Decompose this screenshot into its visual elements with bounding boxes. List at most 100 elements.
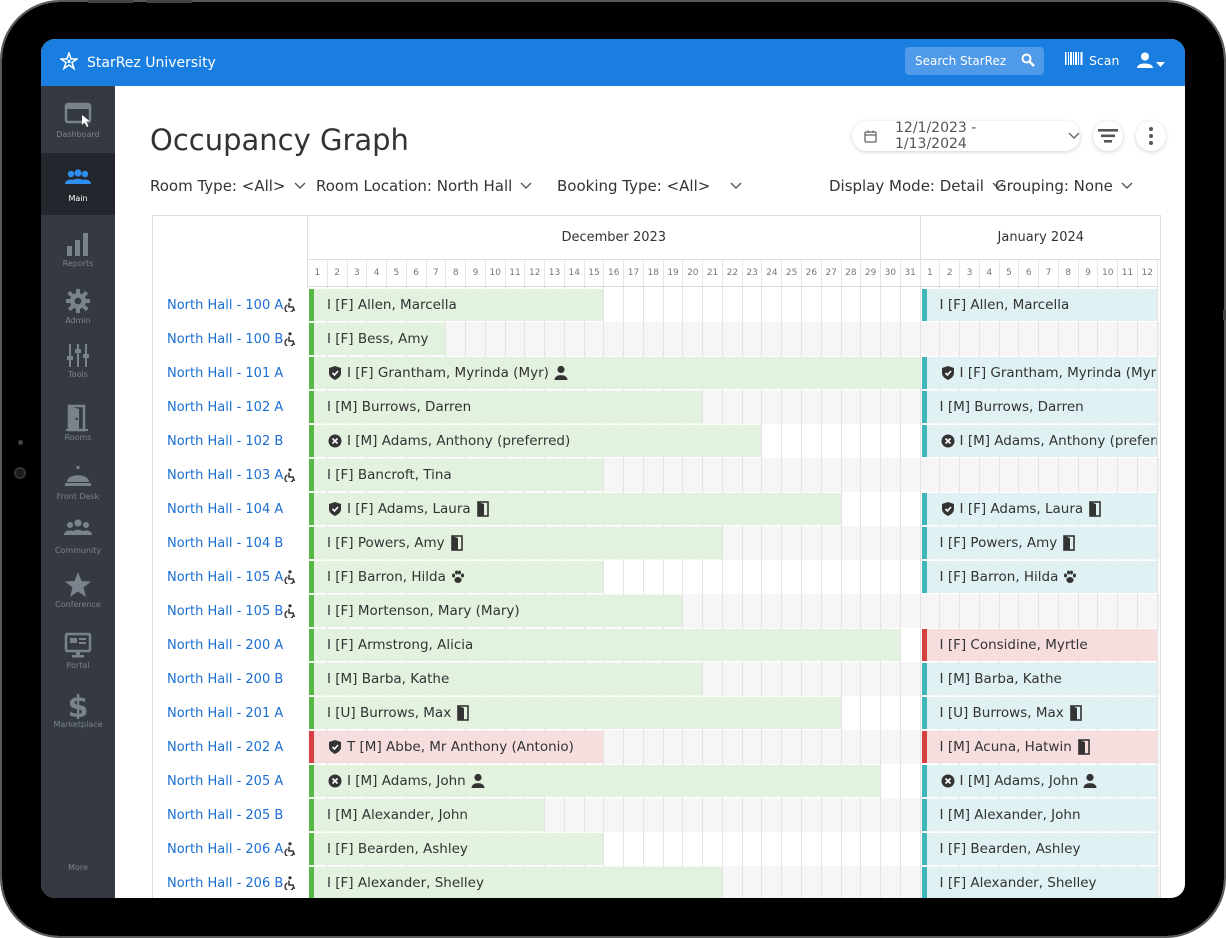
booking-bar[interactable]: I [F] Allen, Marcella: [921, 289, 1157, 321]
booking-bar[interactable]: I [M] Adams, John: [309, 765, 881, 797]
room-label[interactable]: North Hall - 205 B: [153, 798, 308, 832]
booking-bar[interactable]: I [F] Bancroft, Tina: [309, 459, 604, 491]
booking-content: I [F] Considine, Myrtle: [940, 637, 1088, 653]
booking-status-edge: [921, 391, 927, 423]
booking-bar[interactable]: I [F] Grantham, Myrinda (Myr): [921, 357, 1157, 389]
room-label[interactable]: North Hall - 101 A: [153, 356, 308, 390]
room-label[interactable]: North Hall - 100 A: [153, 288, 308, 322]
booking-bar[interactable]: I [F] Adams, Laura: [921, 493, 1157, 525]
date-range-picker[interactable]: 12/1/2023 - 1/13/2024: [852, 120, 1080, 152]
nav-rooms[interactable]: Rooms: [41, 389, 115, 451]
booking-bar[interactable]: I [F] Mortenson, Mary (Mary): [309, 595, 683, 627]
room-name[interactable]: North Hall - 201 A: [167, 705, 284, 721]
room-type-filter[interactable]: Room Type: <All>: [150, 177, 306, 195]
booking-bar[interactable]: I [U] Burrows, Max: [921, 697, 1157, 729]
nav-admin[interactable]: Admin: [41, 272, 115, 334]
room-name[interactable]: North Hall - 101 A: [167, 365, 284, 381]
room-label[interactable]: North Hall - 206 B: [153, 866, 308, 898]
booking-bar[interactable]: I [F] Allen, Marcella: [309, 289, 604, 321]
room-label[interactable]: North Hall - 202 A: [153, 730, 308, 764]
booking-bar[interactable]: I [M] Barba, Kathe: [309, 663, 703, 695]
booking-bar[interactable]: I [F] Considine, Myrtle: [921, 629, 1157, 661]
room-name[interactable]: North Hall - 206 B: [167, 875, 284, 891]
room-name[interactable]: North Hall - 100 B: [167, 331, 284, 347]
brand-logo[interactable]: StarRez University: [58, 50, 216, 74]
booking-label: I [M] Barba, Kathe: [327, 671, 450, 687]
booking-bar[interactable]: I [F] Barron, Hilda: [309, 561, 604, 593]
room-name[interactable]: North Hall - 102 B: [167, 433, 284, 449]
room-label[interactable]: North Hall - 104 B: [153, 526, 308, 560]
room-name[interactable]: North Hall - 102 A: [167, 399, 284, 415]
nav-portal[interactable]: Portal: [41, 617, 115, 679]
room-label[interactable]: North Hall - 200 B: [153, 662, 308, 696]
booking-bar[interactable]: I [U] Burrows, Max: [309, 697, 841, 729]
room-label[interactable]: North Hall - 104 A: [153, 492, 308, 526]
room-name[interactable]: North Hall - 205 B: [167, 807, 284, 823]
filter-button[interactable]: [1093, 121, 1123, 151]
booking-bar[interactable]: I [M] Alexander, John: [309, 799, 545, 831]
room-name[interactable]: North Hall - 100 A: [167, 297, 284, 313]
nav-reports[interactable]: Reports: [41, 215, 115, 277]
booking-bar[interactable]: I [F] Armstrong, Alicia: [309, 629, 900, 661]
booking-bar[interactable]: I [M] Adams, Anthony (preferre: [921, 425, 1157, 457]
room-label[interactable]: North Hall - 205 A: [153, 764, 308, 798]
nav-front-desk[interactable]: Front Desk: [41, 448, 115, 510]
more-menu[interactable]: More: [68, 863, 88, 872]
room-location-filter[interactable]: Room Location: North Hall: [316, 177, 532, 195]
grouping-filter[interactable]: Grouping: None: [995, 177, 1133, 195]
room-name[interactable]: North Hall - 202 A: [167, 739, 284, 755]
booking-bar[interactable]: I [F] Bearden, Ashley: [921, 833, 1157, 865]
room-label[interactable]: North Hall - 105 B: [153, 594, 308, 628]
room-name[interactable]: North Hall - 200 B: [167, 671, 284, 687]
booking-bar[interactable]: I [F] Bess, Amy: [309, 323, 446, 355]
booking-bar[interactable]: I [M] Acuna, Hatwin: [921, 731, 1157, 763]
room-label[interactable]: North Hall - 102 B: [153, 424, 308, 458]
booking-bar[interactable]: I [F] Alexander, Shelley: [309, 867, 722, 898]
booking-bar[interactable]: I [M] Barba, Kathe: [921, 663, 1157, 695]
booking-bar[interactable]: I [F] Alexander, Shelley: [921, 867, 1157, 898]
booking-bar[interactable]: I [M] Alexander, John: [921, 799, 1157, 831]
booking-label: I [F] Armstrong, Alicia: [327, 637, 474, 653]
nav-tools[interactable]: Tools: [41, 326, 115, 388]
booking-bar[interactable]: I [F] Grantham, Myrinda (Myr): [309, 357, 920, 389]
booking-bar[interactable]: I [F] Powers, Amy: [921, 527, 1157, 559]
shield-check-icon: [328, 501, 342, 517]
booking-bar[interactable]: I [F] Adams, Laura: [309, 493, 841, 525]
room-name[interactable]: North Hall - 104 A: [167, 501, 284, 517]
booking-bar[interactable]: I [M] Adams, John: [921, 765, 1157, 797]
more-options-button[interactable]: [1136, 121, 1166, 151]
room-name[interactable]: North Hall - 103 A: [167, 467, 284, 483]
room-name[interactable]: North Hall - 105 A: [167, 569, 284, 585]
room-label[interactable]: North Hall - 105 A: [153, 560, 308, 594]
booking-status-edge: [921, 799, 927, 831]
room-name[interactable]: North Hall - 104 B: [167, 535, 284, 551]
scan-button[interactable]: Scan: [1065, 52, 1119, 68]
room-name[interactable]: North Hall - 200 A: [167, 637, 284, 653]
booking-bar[interactable]: I [F] Powers, Amy: [309, 527, 722, 559]
room-label[interactable]: North Hall - 100 B: [153, 322, 308, 356]
booking-bar[interactable]: I [F] Barron, Hilda: [921, 561, 1157, 593]
display-mode-filter[interactable]: Display Mode: Detail: [829, 177, 1004, 195]
room-label[interactable]: North Hall - 200 A: [153, 628, 308, 662]
nav-main[interactable]: Main: [41, 153, 115, 215]
booking-type-filter[interactable]: Booking Type: <All>: [557, 177, 742, 195]
booking-bar[interactable]: I [M] Adams, Anthony (preferred): [309, 425, 762, 457]
booking-bar[interactable]: I [M] Burrows, Darren: [309, 391, 703, 423]
nav-community[interactable]: Community: [41, 502, 115, 564]
nav-conference[interactable]: Conference: [41, 556, 115, 618]
booking-content: I [F] Powers, Amy: [327, 535, 464, 551]
nav-marketplace[interactable]: $ Marketplace: [41, 676, 115, 738]
booking-bar[interactable]: I [M] Burrows, Darren: [921, 391, 1157, 423]
booking-bar[interactable]: T [M] Abbe, Mr Anthony (Antonio): [309, 731, 604, 763]
search-button[interactable]: Search StarRez: [905, 47, 1044, 75]
user-menu[interactable]: [1137, 52, 1165, 72]
room-label[interactable]: North Hall - 201 A: [153, 696, 308, 730]
room-name[interactable]: North Hall - 205 A: [167, 773, 284, 789]
room-name[interactable]: North Hall - 206 A: [167, 841, 284, 857]
room-label[interactable]: North Hall - 102 A: [153, 390, 308, 424]
room-label[interactable]: North Hall - 103 A: [153, 458, 308, 492]
room-label[interactable]: North Hall - 206 A: [153, 832, 308, 866]
room-name[interactable]: North Hall - 105 B: [167, 603, 284, 619]
nav-dashboard[interactable]: Dashboard: [41, 86, 115, 148]
booking-bar[interactable]: I [F] Bearden, Ashley: [309, 833, 604, 865]
